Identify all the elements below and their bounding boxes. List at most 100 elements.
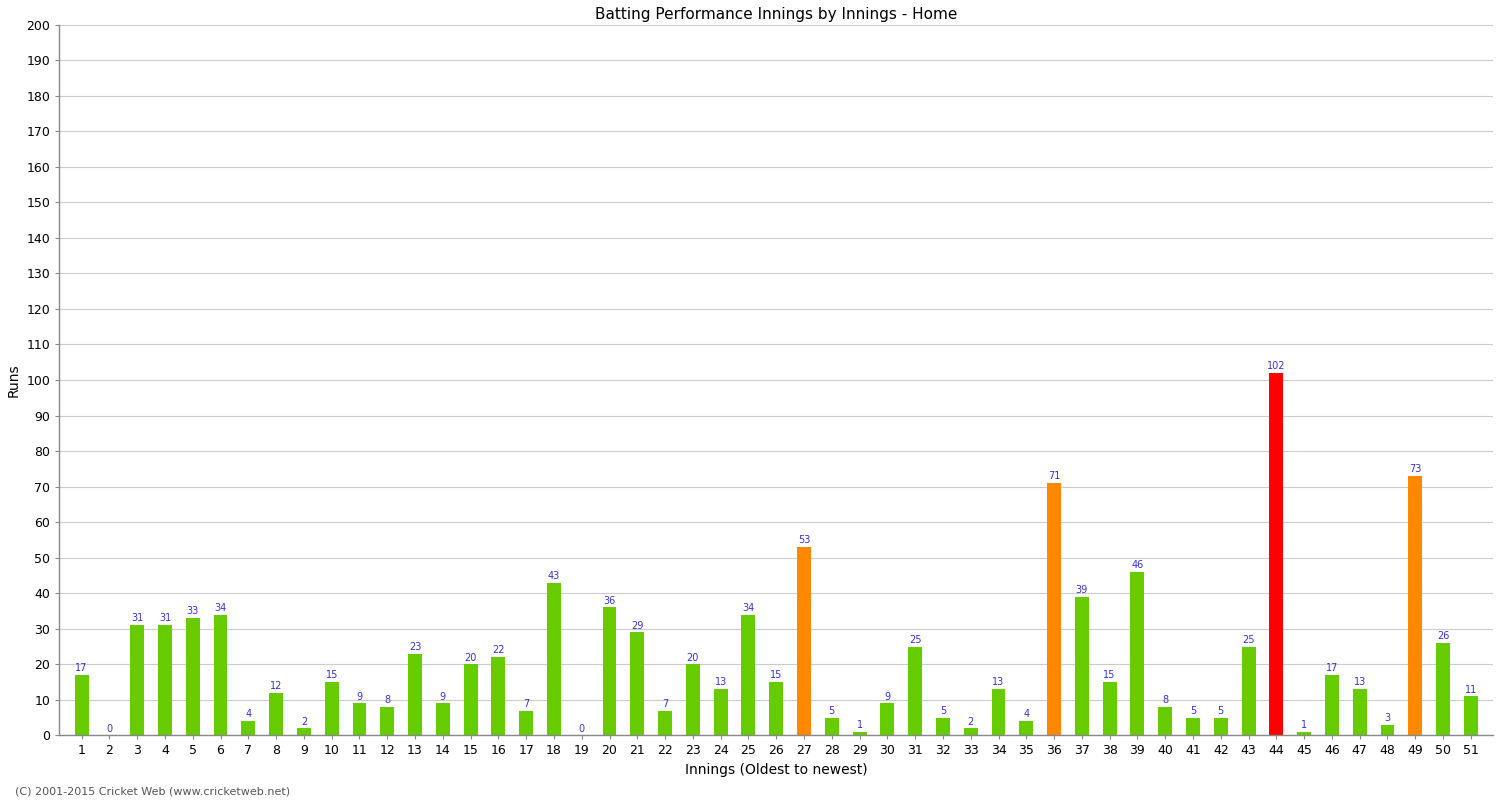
Text: 102: 102 bbox=[1268, 361, 1286, 371]
Text: 7: 7 bbox=[524, 699, 530, 709]
Text: 5: 5 bbox=[1190, 706, 1196, 716]
Bar bbox=[75, 675, 88, 735]
Bar bbox=[1436, 643, 1450, 735]
Text: 1: 1 bbox=[1300, 720, 1306, 730]
Text: 23: 23 bbox=[410, 642, 422, 652]
Text: 13: 13 bbox=[993, 678, 1005, 687]
Bar bbox=[1324, 675, 1340, 735]
Text: 46: 46 bbox=[1131, 560, 1143, 570]
Text: 43: 43 bbox=[548, 571, 560, 581]
Text: 36: 36 bbox=[603, 596, 615, 606]
Text: 34: 34 bbox=[742, 603, 754, 613]
Text: 2: 2 bbox=[302, 717, 307, 726]
Text: 5: 5 bbox=[828, 706, 836, 716]
Text: 20: 20 bbox=[687, 653, 699, 662]
Bar bbox=[936, 718, 950, 735]
Text: 9: 9 bbox=[440, 692, 446, 702]
Text: 13: 13 bbox=[714, 678, 728, 687]
Text: 33: 33 bbox=[186, 606, 200, 616]
Bar bbox=[130, 626, 144, 735]
Bar bbox=[1020, 722, 1034, 735]
Title: Batting Performance Innings by Innings - Home: Batting Performance Innings by Innings -… bbox=[596, 7, 957, 22]
Bar bbox=[1214, 718, 1227, 735]
Bar bbox=[492, 658, 506, 735]
Bar bbox=[964, 728, 978, 735]
Bar bbox=[297, 728, 310, 735]
Bar bbox=[158, 626, 172, 735]
Y-axis label: Runs: Runs bbox=[8, 363, 21, 397]
Bar bbox=[630, 632, 645, 735]
Text: 73: 73 bbox=[1408, 464, 1422, 474]
Text: 8: 8 bbox=[1162, 695, 1168, 706]
Bar bbox=[381, 707, 394, 735]
Text: 12: 12 bbox=[270, 681, 282, 691]
Bar bbox=[714, 690, 728, 735]
Bar bbox=[464, 664, 477, 735]
Text: 39: 39 bbox=[1076, 585, 1088, 595]
Text: 15: 15 bbox=[1104, 670, 1116, 680]
Text: 29: 29 bbox=[632, 621, 644, 630]
Bar bbox=[603, 607, 616, 735]
Bar bbox=[686, 664, 700, 735]
Bar bbox=[1131, 572, 1144, 735]
Bar bbox=[519, 710, 532, 735]
Text: 31: 31 bbox=[130, 614, 144, 623]
Bar bbox=[324, 682, 339, 735]
Bar bbox=[908, 646, 922, 735]
Bar bbox=[796, 547, 812, 735]
Text: 11: 11 bbox=[1464, 685, 1478, 694]
Bar bbox=[213, 614, 228, 735]
Bar bbox=[436, 703, 450, 735]
Bar bbox=[1076, 597, 1089, 735]
Text: 15: 15 bbox=[326, 670, 338, 680]
Bar bbox=[408, 654, 422, 735]
Text: 20: 20 bbox=[465, 653, 477, 662]
Text: 4: 4 bbox=[1023, 710, 1029, 719]
Text: 5: 5 bbox=[1218, 706, 1224, 716]
Text: 3: 3 bbox=[1384, 713, 1390, 723]
Bar bbox=[880, 703, 894, 735]
Text: 4: 4 bbox=[246, 710, 252, 719]
Bar bbox=[1186, 718, 1200, 735]
Bar bbox=[1298, 732, 1311, 735]
Bar bbox=[242, 722, 255, 735]
Bar bbox=[1353, 690, 1366, 735]
Text: 25: 25 bbox=[1242, 635, 1256, 645]
Bar bbox=[186, 618, 200, 735]
Text: 7: 7 bbox=[662, 699, 668, 709]
Bar bbox=[1242, 646, 1256, 735]
Text: 71: 71 bbox=[1048, 471, 1060, 482]
Text: (C) 2001-2015 Cricket Web (www.cricketweb.net): (C) 2001-2015 Cricket Web (www.cricketwe… bbox=[15, 786, 290, 796]
Bar bbox=[1408, 476, 1422, 735]
Bar bbox=[770, 682, 783, 735]
Bar bbox=[1047, 483, 1060, 735]
Text: 26: 26 bbox=[1437, 631, 1449, 642]
Bar bbox=[658, 710, 672, 735]
Bar bbox=[825, 718, 839, 735]
Bar bbox=[548, 582, 561, 735]
Text: 13: 13 bbox=[1353, 678, 1366, 687]
Text: 9: 9 bbox=[885, 692, 891, 702]
Bar bbox=[741, 614, 756, 735]
Text: 1: 1 bbox=[856, 720, 862, 730]
Bar bbox=[992, 690, 1005, 735]
Text: 8: 8 bbox=[384, 695, 390, 706]
Text: 2: 2 bbox=[968, 717, 974, 726]
Text: 31: 31 bbox=[159, 614, 171, 623]
Text: 9: 9 bbox=[357, 692, 363, 702]
Text: 0: 0 bbox=[579, 724, 585, 734]
Bar bbox=[852, 732, 867, 735]
Text: 15: 15 bbox=[770, 670, 783, 680]
Text: 17: 17 bbox=[1326, 663, 1338, 674]
Bar bbox=[1158, 707, 1172, 735]
Text: 53: 53 bbox=[798, 535, 810, 546]
Bar bbox=[1102, 682, 1116, 735]
Bar bbox=[268, 693, 284, 735]
Text: 34: 34 bbox=[214, 603, 226, 613]
Text: 17: 17 bbox=[75, 663, 88, 674]
Text: 0: 0 bbox=[106, 724, 112, 734]
Bar bbox=[1380, 725, 1395, 735]
Text: 22: 22 bbox=[492, 646, 504, 655]
Bar bbox=[352, 703, 366, 735]
Bar bbox=[1269, 373, 1284, 735]
